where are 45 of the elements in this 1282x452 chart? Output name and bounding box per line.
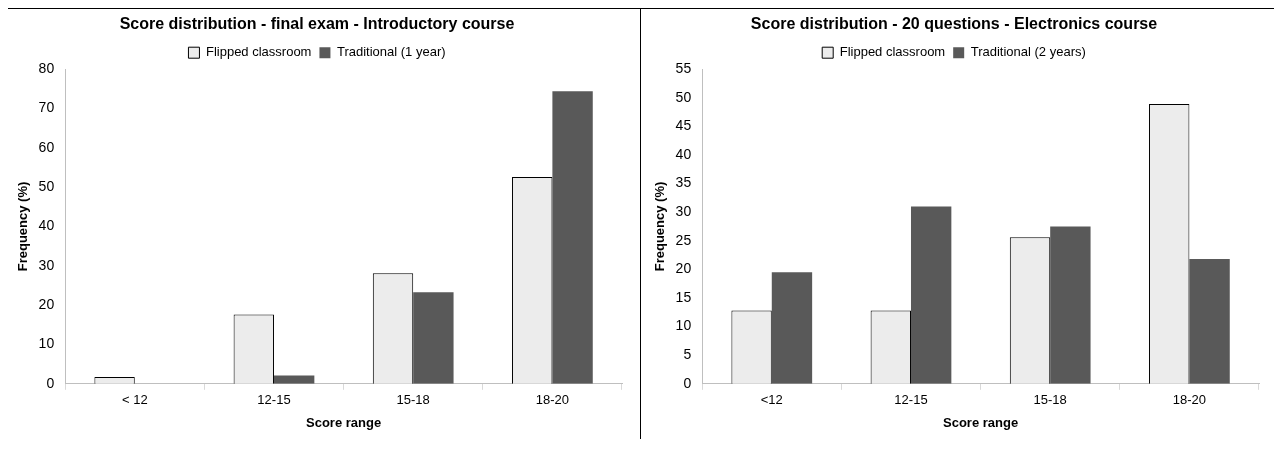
- y-axis-title: Frequency (%): [652, 181, 668, 272]
- x-axis-title: Score range: [306, 414, 382, 430]
- y-tick-label: 40: [675, 145, 692, 162]
- x-axis-title: Score range: [943, 414, 1019, 430]
- y-tick-label: 70: [38, 99, 55, 116]
- bar: [771, 272, 813, 384]
- bar: [1189, 259, 1230, 384]
- y-tick-label: 0: [46, 374, 55, 391]
- y-tick-label: 10: [38, 335, 55, 352]
- y-tick-label: 50: [38, 178, 55, 195]
- y-tick-label: 20: [38, 296, 55, 313]
- x-tick-label: < 12: [121, 392, 148, 408]
- y-tick-label: 40: [38, 217, 55, 234]
- y-tick-label: 10: [675, 317, 692, 334]
- bar: [1050, 226, 1091, 384]
- x-tick-label: 15-18: [396, 392, 430, 408]
- y-tick-label: 80: [38, 60, 55, 77]
- y-tick-label: 35: [675, 174, 692, 191]
- bar: [910, 206, 952, 384]
- y-tick-label: 15: [675, 288, 692, 305]
- legend-label: Traditional (2 years): [970, 44, 1086, 60]
- y-tick-label: 20: [675, 260, 692, 277]
- legend-label: Flipped classroom: [205, 44, 312, 60]
- bar: [413, 292, 454, 384]
- x-tick-label: 12-15: [257, 392, 291, 408]
- y-tick-label: 50: [675, 88, 692, 105]
- y-tick-label: 30: [675, 203, 692, 220]
- y-tick-label: 55: [675, 60, 692, 77]
- legend-label: Flipped classroom: [839, 44, 946, 60]
- x-tick-label: 18-20: [535, 392, 570, 408]
- x-tick-label: 12-15: [894, 392, 928, 408]
- y-tick-label: 25: [675, 231, 692, 248]
- x-tick-label: 15-18: [1033, 392, 1067, 408]
- y-tick-label: 45: [675, 117, 692, 134]
- y-tick-label: 5: [683, 346, 692, 363]
- y-tick-label: 30: [38, 256, 55, 273]
- chart-title: Score distribution - final exam - Introductory course: [119, 15, 515, 33]
- x-tick-label: <12: [760, 392, 783, 408]
- chart-title: Score distribution - 20 questions - Electronics course: [750, 15, 1158, 33]
- y-axis-title: Frequency (%): [15, 181, 31, 272]
- y-tick-label: 60: [38, 138, 55, 155]
- legend-label: Traditional (1 year): [336, 44, 446, 60]
- bar: [552, 91, 593, 384]
- y-tick-label: 0: [683, 374, 692, 391]
- x-tick-label: 18-20: [1172, 392, 1207, 408]
